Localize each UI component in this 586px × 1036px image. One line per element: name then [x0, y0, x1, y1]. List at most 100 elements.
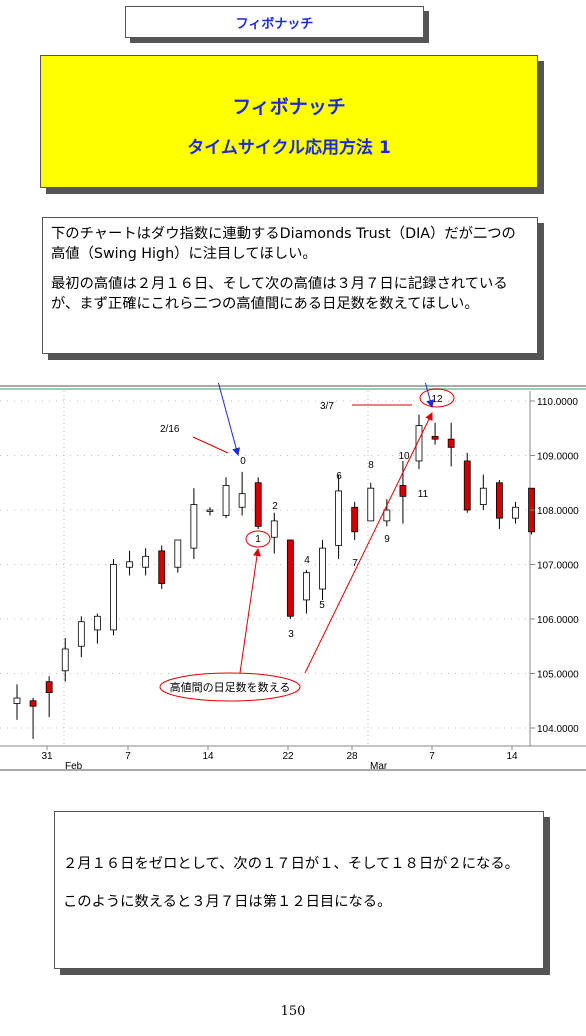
y-tick-label: 105.0000: [537, 670, 579, 681]
candle-body: [335, 490, 343, 546]
candle-body: [463, 460, 471, 511]
x-tick-label: 14: [202, 751, 214, 762]
candle-body: [399, 485, 407, 497]
candle: [447, 422, 455, 467]
candle: [190, 488, 198, 560]
candle: [206, 507, 214, 516]
candle: [512, 501, 519, 524]
candle-body: [512, 506, 519, 519]
x-tick-label: 22: [282, 751, 294, 762]
candle: [45, 676, 53, 718]
count-label: 10: [398, 451, 410, 462]
candle-body: [351, 506, 359, 533]
candle-body: [495, 482, 503, 519]
count-label: 0: [240, 456, 246, 467]
candle-body: [270, 520, 278, 538]
count-label: 5: [319, 600, 325, 611]
count-label: 4: [304, 555, 310, 566]
candle: [94, 613, 101, 644]
count-label: 12: [431, 394, 443, 405]
candle: [110, 559, 117, 636]
explanation-paragraph-2: このように数えると３月７日は第１２日目になる。: [63, 894, 392, 910]
candle-body: [447, 438, 455, 448]
candle: [238, 471, 246, 516]
count-label: 2: [272, 501, 278, 512]
pointer-line: [192, 436, 229, 454]
candle: [126, 550, 133, 576]
banner-title: フィボナッチ: [232, 96, 346, 118]
explanation-paragraph-1: ２月１６日をゼロとして、次の１７日が１、そして１８日が２になる。: [63, 856, 519, 872]
candle-body: [94, 615, 101, 631]
callout-ellipse: [159, 672, 301, 702]
intro-paragraph-2: 最初の高値は２月１６日、そして次の高値は３月７日に記録されているが、まず正確にこ…: [51, 276, 508, 312]
x-tick-label: 7: [125, 751, 131, 762]
y-tick-label: 110.0000: [537, 397, 578, 408]
candle: [142, 548, 150, 576]
candle: [222, 477, 230, 519]
candle-body: [45, 681, 53, 693]
title-banner: フィボナッチ タイムサイクル応用方法 1: [40, 55, 538, 188]
count-label: 9: [384, 534, 390, 545]
candle: [528, 487, 535, 535]
candle: [13, 684, 21, 720]
candle-body: [303, 572, 310, 601]
x-tick-label: 31: [41, 751, 53, 762]
candle-body: [431, 436, 439, 440]
intro-paragraph-1: 下のチャートはダウ指数に連動するDiamonds Trust（DIA）だが二つの…: [51, 226, 516, 262]
month-label: Mar: [370, 761, 388, 772]
candle: [303, 569, 310, 614]
candle: [415, 414, 423, 470]
candle-body: [415, 425, 423, 462]
candle: [174, 539, 182, 573]
candle: [319, 539, 326, 600]
count-label: 11: [418, 489, 429, 500]
candle: [29, 698, 37, 739]
candle: [463, 452, 471, 513]
candle-body: [13, 697, 21, 704]
candle-body: [61, 648, 69, 672]
month-label: Feb: [65, 761, 83, 772]
date-label-3-7: 3/7: [320, 401, 334, 412]
price-chart: 110.0000 109.0000 108.0000 107.0000 106.0000…: [0, 362, 586, 773]
candle-body: [110, 564, 117, 631]
candle: [158, 545, 166, 590]
candle-body: [479, 487, 487, 505]
candle: [286, 539, 294, 619]
candle-body: [206, 509, 214, 512]
x-tick-label: 14: [506, 751, 518, 762]
candle: [77, 616, 85, 658]
y-tick-label: 107.0000: [537, 561, 579, 572]
y-tick-label: 109.0000: [537, 452, 579, 463]
count-label: 6: [336, 471, 342, 482]
page-number: 150: [280, 1004, 306, 1019]
candle-body: [174, 539, 182, 568]
candle: [335, 474, 343, 560]
explanation-note: ２月１６日をゼロとして、次の１７日が１、そして１８日が２になる。 このように数え…: [54, 811, 544, 969]
header-box: フィボナッチ: [125, 6, 424, 38]
candle-body: [190, 504, 198, 549]
count-label: 7: [352, 558, 358, 569]
candle: [61, 638, 69, 682]
y-tick-label: 106.0000: [537, 615, 579, 626]
highlight-circle: [419, 388, 455, 408]
count-label: 8: [368, 460, 374, 471]
candle: [254, 477, 262, 530]
intro-note: 下のチャートはダウ指数に連動するDiamonds Trust（DIA）だが二つの…: [42, 217, 538, 354]
candle-body: [238, 493, 246, 508]
callout-label: 高値間の日足数を数える: [170, 680, 291, 694]
candlestick-chart-svg: 110.0000 109.0000 108.0000 107.0000 106.0000…: [0, 362, 586, 773]
candle-body: [254, 482, 262, 527]
header-title: フィボナッチ: [235, 16, 314, 32]
candle-body: [142, 555, 150, 568]
callout-arrow: [239, 548, 261, 674]
candle: [270, 512, 278, 554]
candle-body: [77, 621, 85, 647]
count-label: 1: [255, 534, 261, 545]
candle-body: [383, 509, 391, 522]
candle-body: [222, 485, 230, 516]
callout-arrow: [304, 412, 433, 674]
candle-body: [319, 547, 326, 590]
candle-body: [29, 700, 37, 707]
candle-body: [158, 550, 166, 584]
candle: [495, 480, 503, 530]
